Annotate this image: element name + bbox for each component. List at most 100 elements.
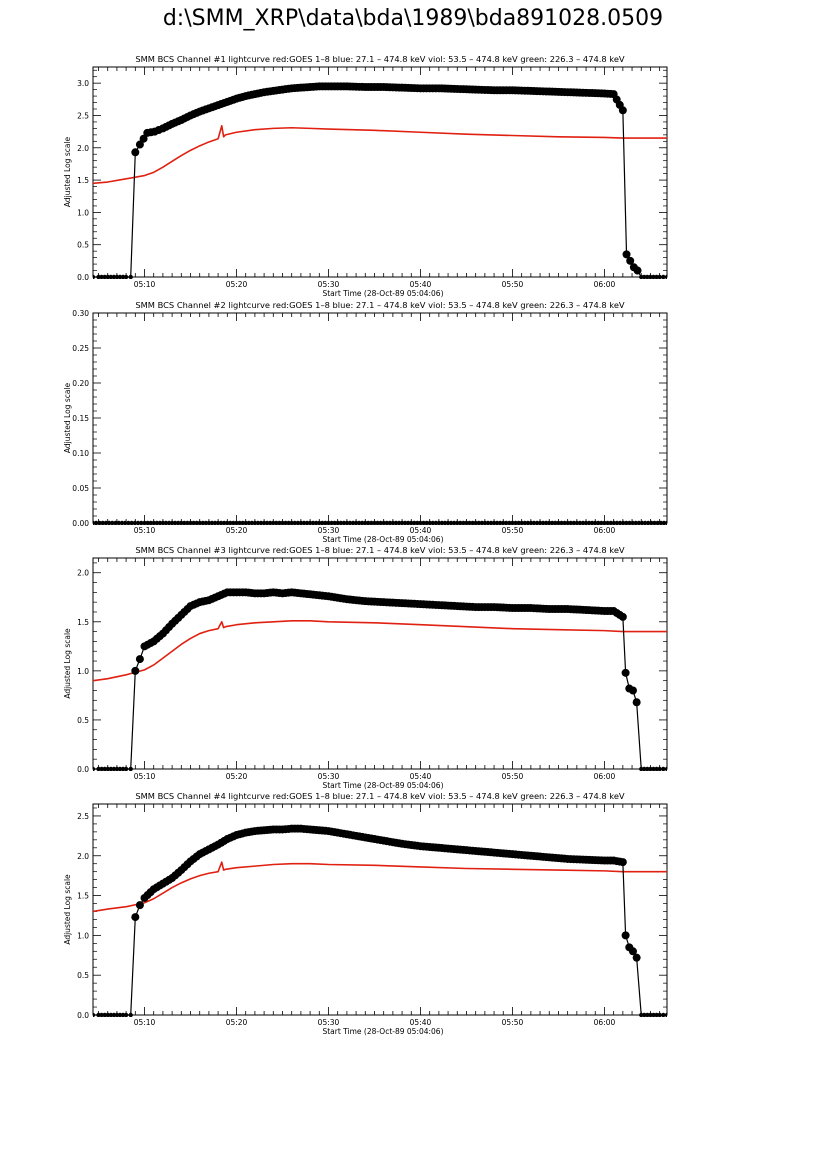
x-tick-label: 05:40 xyxy=(410,280,432,289)
bcs-data-point xyxy=(119,520,125,525)
bcs-data-point xyxy=(664,274,667,279)
chart-panel-3: SMM BCS Channel #3 lightcurve red:GOES 1… xyxy=(63,545,668,790)
x-tick-label: 05:50 xyxy=(502,1018,524,1027)
y-tick-label: 1.0 xyxy=(77,208,89,217)
goes-series-line xyxy=(93,125,667,185)
bcs-data-point xyxy=(657,766,662,771)
plot-frame xyxy=(92,312,668,524)
bcs-data-point xyxy=(657,274,662,279)
bcs-data-point xyxy=(632,953,641,962)
x-tick-label: 05:30 xyxy=(318,280,340,289)
y-tick-label: 2.0 xyxy=(77,569,89,578)
y-tick-label: 2.0 xyxy=(77,852,89,861)
x-tick-label: 06:00 xyxy=(594,1018,616,1027)
bcs-data-point xyxy=(123,274,129,279)
plot-frame xyxy=(92,66,668,278)
y-tick-label: 0.5 xyxy=(77,971,89,980)
bcs-data-point xyxy=(621,931,630,940)
x-tick-label: 05:20 xyxy=(226,772,248,781)
page-title: d:\SMM_XRP\data\bda\1989\bda891028.0509 xyxy=(162,6,664,31)
bcs-data-point xyxy=(618,858,627,867)
bcs-data-point xyxy=(131,148,140,157)
bcs-data-point xyxy=(664,766,667,771)
bcs-data-point xyxy=(661,274,666,279)
y-tick-label: 2.0 xyxy=(77,144,89,153)
bcs-data-point xyxy=(128,1012,133,1017)
bcs-data-point xyxy=(614,520,620,525)
bcs-data-point xyxy=(664,1012,667,1017)
bcs-data-point xyxy=(621,520,626,525)
bcs-data-point xyxy=(126,520,131,525)
y-tick-label: 0.15 xyxy=(72,414,89,423)
plot-area xyxy=(93,824,667,1017)
bcs-data-point xyxy=(658,520,663,525)
plot-frame xyxy=(92,557,668,770)
bcs-data-point xyxy=(103,520,109,525)
chart-title: SMM BCS Channel #2 lightcurve red:GOES 1… xyxy=(135,300,625,310)
bcs-data-point xyxy=(131,666,140,675)
x-tick-label: 05:20 xyxy=(226,280,248,289)
plot-area xyxy=(93,588,667,771)
chart-panel-4: SMM BCS Channel #4 lightcurve red:GOES 1… xyxy=(63,791,668,1036)
bcs-data-point xyxy=(621,668,630,677)
x-tick-label: 05:30 xyxy=(318,772,340,781)
x-tick-label: 06:00 xyxy=(594,526,616,535)
x-tick-label: 05:10 xyxy=(134,1018,156,1027)
x-tick-label: 05:40 xyxy=(410,1018,432,1027)
bcs-data-point xyxy=(128,766,133,771)
bcs-data-point xyxy=(642,520,648,525)
y-tick-label: 0.10 xyxy=(72,449,89,458)
y-tick-label: 0.00 xyxy=(72,519,89,528)
y-tick-label: 2.5 xyxy=(77,812,89,821)
x-tick-label: 05:10 xyxy=(134,280,156,289)
y-tick-label: 0.0 xyxy=(77,1011,89,1020)
bcs-data-point xyxy=(639,520,645,525)
y-tick-label: 1.0 xyxy=(77,931,89,940)
bcs-data-point xyxy=(94,520,99,525)
plot-frame xyxy=(92,803,668,1016)
bcs-data-point xyxy=(106,520,112,525)
x-tick-label: 05:50 xyxy=(502,280,524,289)
y-tick-label: 3.0 xyxy=(77,79,89,88)
bcs-data-point xyxy=(628,686,637,695)
goes-series-line xyxy=(93,861,667,913)
x-tick-label: 05:20 xyxy=(226,1018,248,1027)
bcs-data-point xyxy=(626,256,635,265)
y-tick-label: 0.5 xyxy=(77,716,89,725)
bcs-data-point xyxy=(608,520,613,525)
x-tick-label: 06:00 xyxy=(594,280,616,289)
bcs-data-point xyxy=(135,140,144,149)
bcs-data-point xyxy=(617,520,623,525)
bcs-data-point xyxy=(97,520,102,525)
bcs-data-point xyxy=(628,947,637,956)
bcs-data-point xyxy=(93,1012,96,1017)
x-axis-label: Start Time (28-Oct-89 05:04:06) xyxy=(322,1027,443,1036)
chart-panel-2: SMM BCS Channel #2 lightcurve red:GOES 1… xyxy=(63,300,668,544)
y-tick-label: 0.30 xyxy=(72,309,89,318)
x-tick-label: 05:10 xyxy=(134,772,156,781)
bcs-data-point xyxy=(113,520,118,525)
y-tick-label: 0.0 xyxy=(77,273,89,282)
bcs-data-point xyxy=(135,901,144,910)
bcs-data-point xyxy=(624,520,629,525)
bcs-data-point xyxy=(661,1012,666,1017)
chart-title: SMM BCS Channel #3 lightcurve red:GOES 1… xyxy=(135,545,625,555)
bcs-data-point xyxy=(657,1012,662,1017)
bcs-data-point xyxy=(123,766,129,771)
bcs-data-point xyxy=(100,520,105,525)
x-tick-label: 05:10 xyxy=(134,526,156,535)
y-tick-label: 1.5 xyxy=(77,176,89,185)
y-axis-label: Adjusted Log scale xyxy=(63,136,72,207)
bcs-data-point xyxy=(661,766,666,771)
bcs-data-point xyxy=(139,134,148,143)
y-tick-label: 1.0 xyxy=(77,667,89,676)
bcs-data-point xyxy=(110,520,115,525)
bcs-data-point xyxy=(649,520,654,525)
bcs-data-point xyxy=(636,520,642,525)
bcs-data-point xyxy=(93,766,96,771)
y-tick-label: 0.25 xyxy=(72,344,89,353)
bcs-data-point xyxy=(602,520,607,525)
x-tick-label: 05:50 xyxy=(502,772,524,781)
bcs-series-line xyxy=(93,85,667,278)
bcs-data-point xyxy=(655,520,660,525)
